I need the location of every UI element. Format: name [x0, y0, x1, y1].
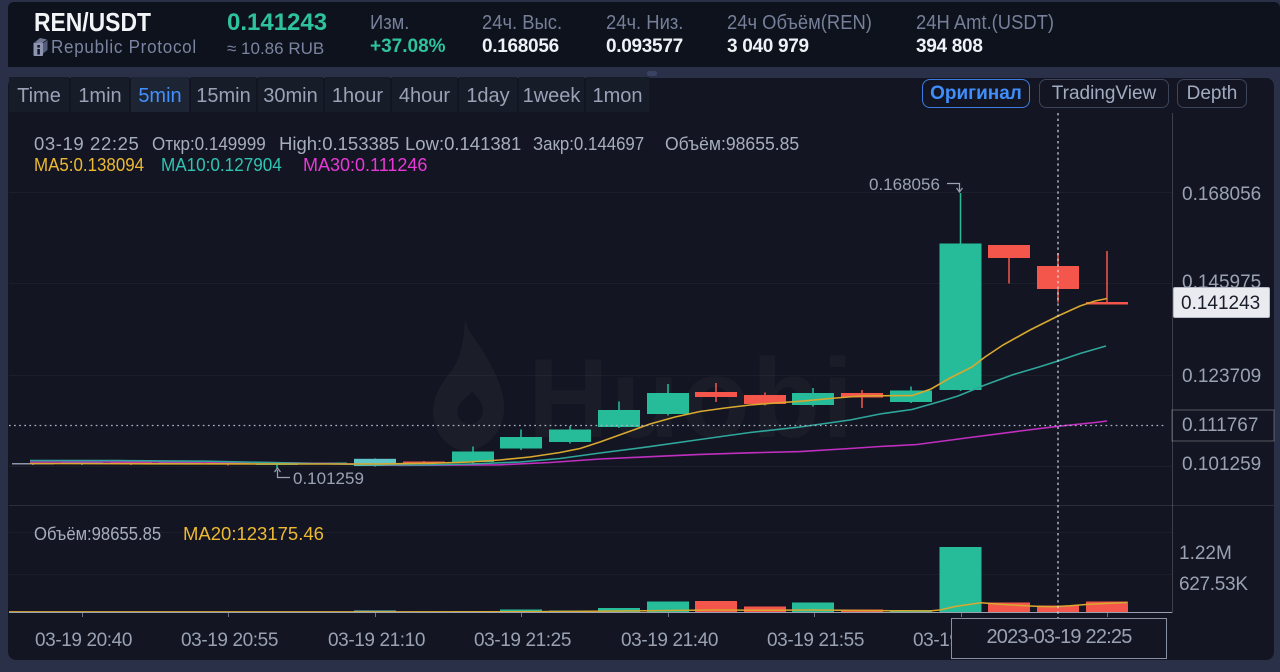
svg-text:0.101259: 0.101259: [293, 469, 364, 488]
svg-text:0.168056: 0.168056: [869, 175, 940, 194]
